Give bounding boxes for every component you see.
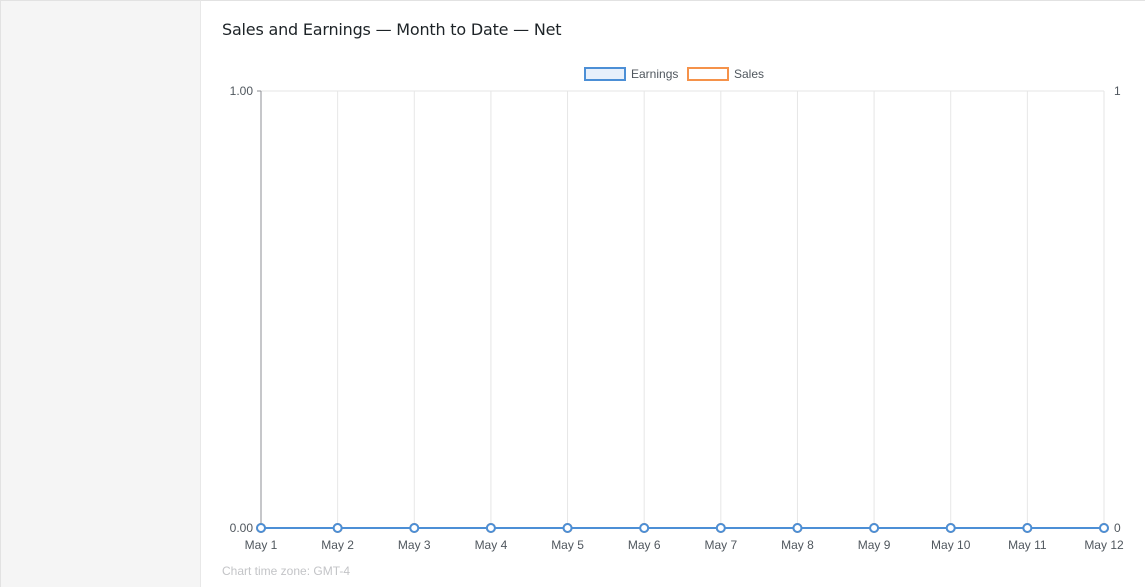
y-left-tick-label: 0.00 bbox=[230, 521, 254, 535]
y-right-tick-label: 0 bbox=[1114, 521, 1121, 535]
legend-label-sales: Sales bbox=[734, 67, 764, 81]
data-point-earnings bbox=[1099, 523, 1109, 533]
data-point-earnings bbox=[485, 523, 496, 533]
data-point-earnings bbox=[332, 523, 343, 533]
panel-title: Sales and Earnings — Month to Date — Net bbox=[222, 20, 562, 39]
x-tick-label: May 5 bbox=[551, 538, 584, 552]
data-point-earnings bbox=[562, 523, 573, 533]
chart-timezone-note: Chart time zone: GMT-4 bbox=[222, 564, 351, 578]
x-tick-label: May 1 bbox=[245, 538, 278, 552]
sidebar bbox=[0, 0, 201, 587]
x-tick-label: May 10 bbox=[931, 538, 971, 552]
x-tick-label: May 4 bbox=[475, 538, 508, 552]
x-tick-label: May 12 bbox=[1084, 538, 1124, 552]
legend-label-earnings: Earnings bbox=[631, 67, 678, 81]
data-point-earnings bbox=[715, 523, 726, 533]
data-point-earnings bbox=[792, 523, 803, 533]
data-point-earnings bbox=[1022, 523, 1033, 533]
legend-swatch-earnings bbox=[584, 67, 626, 81]
data-point-earnings bbox=[409, 523, 420, 533]
x-tick-label: May 9 bbox=[858, 538, 891, 552]
data-point-earnings bbox=[869, 523, 880, 533]
data-point-earnings bbox=[639, 523, 650, 533]
y-left-tick-label: 1.00 bbox=[230, 84, 254, 98]
y-right-tick-label: 1 bbox=[1114, 84, 1121, 98]
x-tick-label: May 6 bbox=[628, 538, 661, 552]
top-border bbox=[201, 0, 1145, 1]
data-point-earnings bbox=[945, 523, 956, 533]
x-tick-label: May 8 bbox=[781, 538, 814, 552]
x-tick-label: May 3 bbox=[398, 538, 431, 552]
x-tick-label: May 11 bbox=[1008, 538, 1047, 552]
x-tick-label: May 2 bbox=[321, 538, 354, 552]
x-tick-label: May 7 bbox=[704, 538, 737, 552]
legend-swatch-sales bbox=[687, 67, 729, 81]
data-point-earnings bbox=[256, 523, 266, 533]
